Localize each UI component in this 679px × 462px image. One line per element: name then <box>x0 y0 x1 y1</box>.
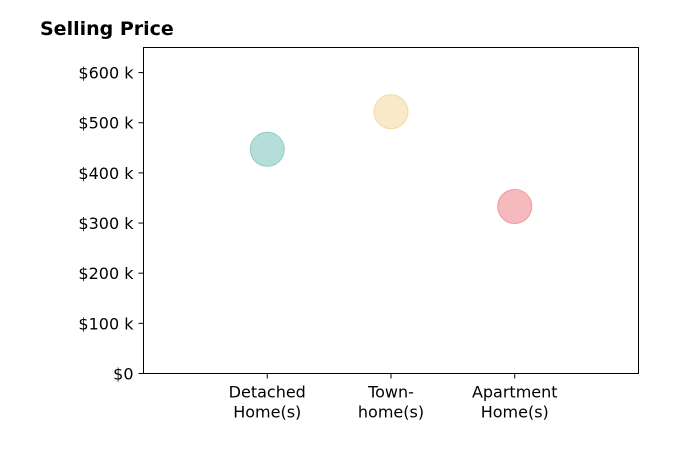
chart-title: Selling Price <box>40 18 174 40</box>
y-tick-label: $600 k <box>78 64 134 83</box>
x-tick-label: Detached Home(s) <box>229 383 306 422</box>
data-points <box>249 94 533 224</box>
y-tick-label: $300 k <box>78 214 134 233</box>
data-point <box>249 131 285 167</box>
x-tick-label: Apartment Home(s) <box>472 383 558 422</box>
y-tick-label: $200 k <box>78 264 134 283</box>
y-axis: $0 $100 k $200 k $300 k $400 k $500 k $600 k <box>78 64 144 384</box>
y-tick-label: $400 k <box>78 164 134 183</box>
x-axis: Detached Home(s) Town-home(s) Apartment Home… <box>229 373 558 422</box>
data-point <box>373 94 409 130</box>
y-tick-label: $500 k <box>78 114 134 133</box>
y-tick-label: $100 k <box>78 314 134 333</box>
y-tick-label: $0 <box>113 365 133 384</box>
data-point <box>497 188 533 224</box>
x-tick-label: Town-home(s) <box>358 383 424 422</box>
